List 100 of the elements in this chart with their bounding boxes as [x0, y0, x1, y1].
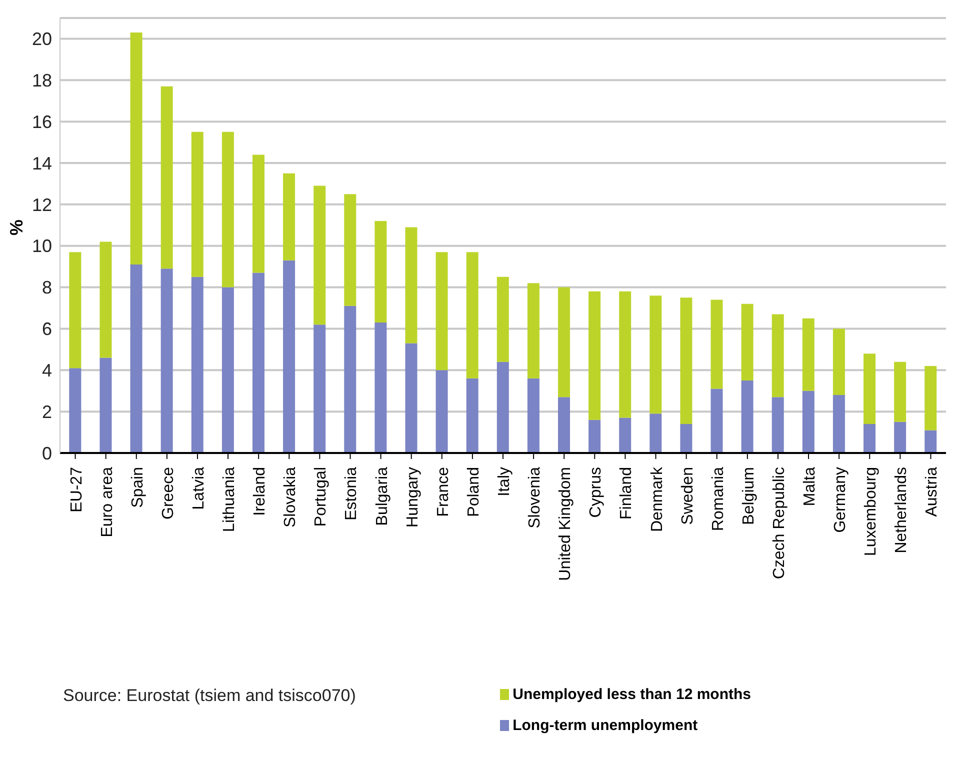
x-tick-label: Hungary: [404, 467, 422, 528]
y-tick-label: 4: [42, 360, 52, 381]
x-tick-label: Romania: [710, 466, 727, 532]
bar: [527, 283, 540, 378]
x-tick-label: Finland: [618, 467, 636, 520]
bar: [832, 328, 845, 395]
bar: [496, 276, 509, 362]
bar: [527, 378, 540, 453]
bar: [314, 324, 326, 453]
bar: [314, 186, 326, 325]
bar: [466, 252, 478, 378]
x-tick-label: Estonia: [343, 466, 360, 520]
bar: [741, 380, 754, 453]
bar: [405, 343, 418, 453]
bar: [283, 260, 296, 453]
bar: [283, 173, 296, 260]
y-tick-label: 14: [32, 153, 52, 174]
y-tick-label: 10: [32, 236, 52, 256]
bar: [894, 362, 906, 422]
x-tick-label: France: [434, 466, 452, 517]
x-tick-label: Italy: [496, 467, 513, 496]
x-tick-label: Euro area: [98, 466, 116, 538]
bar: [130, 32, 142, 264]
bar: [680, 424, 692, 453]
bar: [650, 296, 662, 414]
legend-label: Unemployed less than 12 months: [512, 686, 751, 703]
bar: [772, 397, 784, 453]
x-tick-label: Slovenia: [526, 466, 544, 528]
bar: [558, 397, 570, 453]
bar: [222, 287, 234, 453]
x-tick-label: Czech Republic: [770, 467, 788, 580]
x-tick-label: Malta: [802, 466, 819, 506]
x-tick-label: Spain: [129, 467, 146, 508]
bar: [100, 242, 112, 358]
bar: [222, 132, 234, 288]
bar: [436, 252, 448, 370]
x-tick-label: Bulgaria: [374, 466, 391, 526]
y-tick-label: 6: [42, 319, 52, 340]
x-tick-label: Germany: [832, 467, 850, 533]
bar: [710, 388, 723, 453]
x-tick-label: Lithuania: [221, 466, 238, 532]
bar: [374, 322, 387, 453]
x-tick-label: Portugal: [312, 467, 330, 527]
x-tick-label: EU-27: [68, 466, 86, 512]
bar: [710, 300, 723, 389]
bar: [252, 272, 264, 453]
y-tick-label: 2: [42, 402, 52, 422]
x-tick-label: Belgium: [740, 467, 758, 525]
x-tick-label: Netherlands: [893, 467, 910, 554]
bar: [924, 366, 937, 430]
bar: [374, 221, 387, 322]
bar: [344, 306, 356, 453]
bar: [344, 194, 356, 306]
x-tick-label: Poland: [465, 467, 482, 517]
bar: [894, 422, 906, 453]
y-tick-label: 0: [42, 443, 52, 464]
x-tick-label: Denmark: [648, 466, 666, 532]
bar: [832, 395, 845, 453]
y-tick-label: 12: [32, 194, 52, 215]
bar: [160, 268, 173, 453]
bar: [69, 368, 82, 453]
bar: [558, 287, 570, 398]
bar: [924, 430, 937, 453]
y-tick-label: 8: [42, 278, 52, 298]
x-tick-label: Sweden: [679, 467, 696, 525]
x-tick-label: Luxembourg: [862, 467, 880, 556]
bar: [405, 227, 418, 344]
x-tick-label: Greece: [160, 466, 177, 520]
bar: [802, 390, 814, 453]
bar: [619, 418, 632, 453]
x-tick-label: United Kingdom: [557, 467, 574, 581]
x-tick-label: Austria: [924, 466, 941, 517]
bar: [802, 318, 814, 391]
bar: [130, 264, 142, 453]
y-tick-label: 16: [32, 112, 52, 132]
bar: [864, 424, 876, 453]
y-axis-title: %: [6, 219, 26, 236]
bar: [864, 354, 876, 424]
x-tick-label: Cyprus: [588, 467, 605, 518]
bar: [680, 298, 692, 424]
bar: [772, 314, 784, 398]
y-tick-label: 18: [32, 70, 52, 91]
bar: [619, 291, 632, 418]
bar: [588, 420, 601, 453]
bar: [496, 362, 509, 453]
bar: [191, 276, 204, 453]
x-tick-label: Latvia: [190, 466, 208, 510]
bar: [436, 370, 448, 453]
x-tick-label: Ireland: [252, 467, 269, 516]
bar: [191, 132, 204, 277]
bar: [466, 378, 478, 453]
bar: [650, 414, 662, 453]
legend-label: Long-term unemployment: [512, 717, 699, 734]
y-tick-label: 20: [32, 29, 52, 50]
bar: [69, 252, 82, 368]
x-tick-label: Slovakia: [282, 466, 300, 528]
bar: [160, 86, 173, 269]
bar: [100, 358, 112, 453]
bar: [588, 291, 601, 420]
source-note: Source: Eurostat (tsiem and tsisco070): [63, 686, 356, 706]
